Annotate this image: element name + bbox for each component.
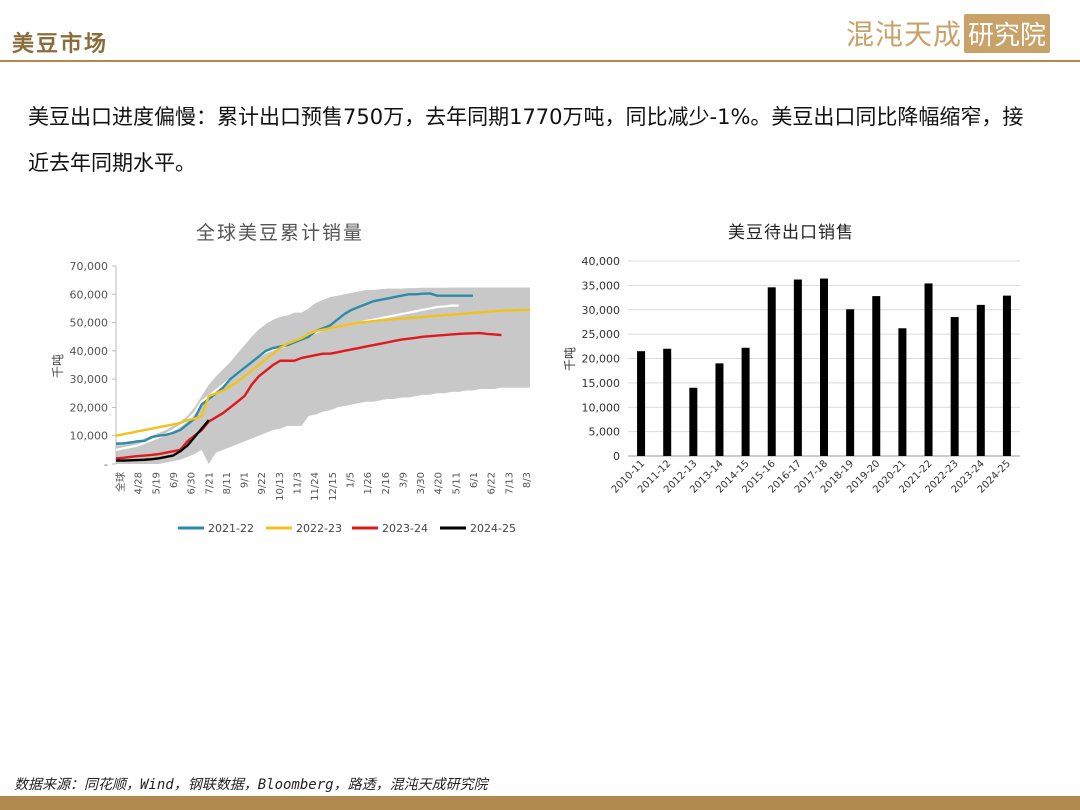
x-tick-label: 6/22 — [487, 472, 498, 494]
x-tick-label: 1/5 — [345, 472, 356, 488]
bar-2021-22 — [924, 283, 933, 456]
header: 美豆市场 混沌天成 研究院 — [0, 0, 1080, 62]
bar-2012-13 — [689, 387, 698, 456]
x-tick-label: 12/15 — [328, 472, 339, 501]
x-tick-label: 2/16 — [381, 472, 392, 494]
page-title: 美豆市场 — [12, 31, 109, 57]
bar-2013-14 — [715, 363, 724, 456]
legend-label: 2021-22 — [208, 522, 254, 535]
x-tick-label: 8/3 — [522, 472, 533, 488]
y-tick-label: 10,000 — [70, 430, 109, 443]
y-tick-label: 70,000 — [70, 260, 109, 273]
y-tick-label: 20,000 — [582, 353, 621, 366]
x-tick-label: 3/9 — [398, 472, 409, 488]
bar-2024-25 — [1002, 295, 1011, 456]
x-tick-label: 7/13 — [504, 472, 515, 494]
x-tick-label: 1/26 — [363, 472, 374, 494]
bar-2022-23 — [950, 317, 959, 456]
x-tick-label: 9/22 — [257, 472, 268, 494]
x-tick-label: 11/24 — [310, 472, 321, 501]
x-tick-label: 7/21 — [204, 472, 215, 494]
x-tick-label: 5/11 — [451, 472, 462, 494]
y-tick-label: 20,000 — [70, 401, 109, 414]
header-divider — [0, 60, 1080, 62]
x-tick-label: 11/3 — [293, 472, 304, 494]
x-tick-label: 4/20 — [434, 472, 445, 494]
y-axis-title: 千吨 — [563, 347, 577, 371]
cumulative-sales-chart: - 10,000 20,000 30,000 40,000 50,000 60,000 70,… — [51, 260, 533, 535]
y-tick-label: 10,000 — [582, 401, 621, 414]
y-tick-label: 40,000 — [582, 255, 621, 268]
x-tick-label: 6/9 — [169, 472, 180, 488]
y-tick-label: 30,000 — [70, 373, 109, 386]
legend-label: 2024-25 — [470, 522, 516, 535]
logo-text: 混沌天成 — [846, 18, 963, 51]
series-line-2021-22 — [115, 292, 473, 445]
bar-2023-24 — [976, 304, 985, 456]
x-tick-label: 5/19 — [151, 472, 162, 494]
x-tick-label: 10/13 — [275, 472, 286, 501]
bar-2011-12 — [663, 348, 672, 456]
y-tick-label: 25,000 — [582, 328, 621, 341]
bar-2019-20 — [872, 296, 881, 456]
footer-bar — [0, 796, 1080, 810]
bar-2017-18 — [820, 278, 828, 456]
bar-2018-19 — [846, 309, 855, 456]
right-chart-title: 美豆待出口销售 — [728, 223, 854, 243]
y-tick-label: 15,000 — [582, 377, 621, 390]
x-tick-label: 8/11 — [222, 472, 233, 494]
brand-logo: 混沌天成 研究院 — [846, 13, 1051, 53]
x-tick-label: 6/30 — [187, 472, 198, 494]
y-tick-label: 5,000 — [589, 426, 621, 439]
y-tick-label: 0 — [613, 450, 620, 463]
y-axis-title: 千吨 — [51, 354, 65, 378]
legend-label: 2022-23 — [296, 522, 342, 535]
y-tick-label: 40,000 — [70, 345, 109, 358]
legend-label: 2023-24 — [382, 522, 428, 535]
intro-text: 美豆出口进度偏慢：累计出口预售750万，去年同期1770万吨，同比减少-1%。美… — [28, 105, 1024, 175]
logo-box: 研究院 — [964, 13, 1051, 53]
x-tick-label: 全球 — [114, 472, 127, 492]
y-tick-label: 35,000 — [582, 279, 621, 292]
bar-2020-21 — [898, 328, 907, 456]
y-tick-label: - — [104, 458, 108, 471]
bar-2016-17 — [793, 279, 802, 456]
bar-2014-15 — [741, 347, 750, 456]
bar-2010-11 — [637, 351, 646, 456]
y-tick-label: 30,000 — [582, 304, 621, 317]
data-source: 数据来源：同花顺，Wind，钢联数据，Bloomberg，路透，混沌天成研究院 — [14, 777, 488, 793]
outstanding-sales-chart: 0 5,000 10,000 15,000 20,000 25,000 30,000 35,0… — [563, 255, 1020, 496]
series-line-2022-23 — [115, 308, 530, 437]
y-tick-label: 50,000 — [70, 317, 109, 330]
bar-2015-16 — [767, 287, 776, 456]
x-tick-label: 4/28 — [134, 472, 145, 494]
left-chart-title: 全球美豆累计销量 — [196, 222, 365, 244]
historical-range-band — [116, 287, 530, 464]
y-tick-label: 60,000 — [70, 288, 109, 301]
x-tick-label: 6/1 — [469, 472, 480, 488]
x-tick-label: 3/30 — [416, 472, 427, 494]
x-tick-label: 9/1 — [240, 472, 251, 488]
series-line-2024-25 — [116, 419, 210, 462]
